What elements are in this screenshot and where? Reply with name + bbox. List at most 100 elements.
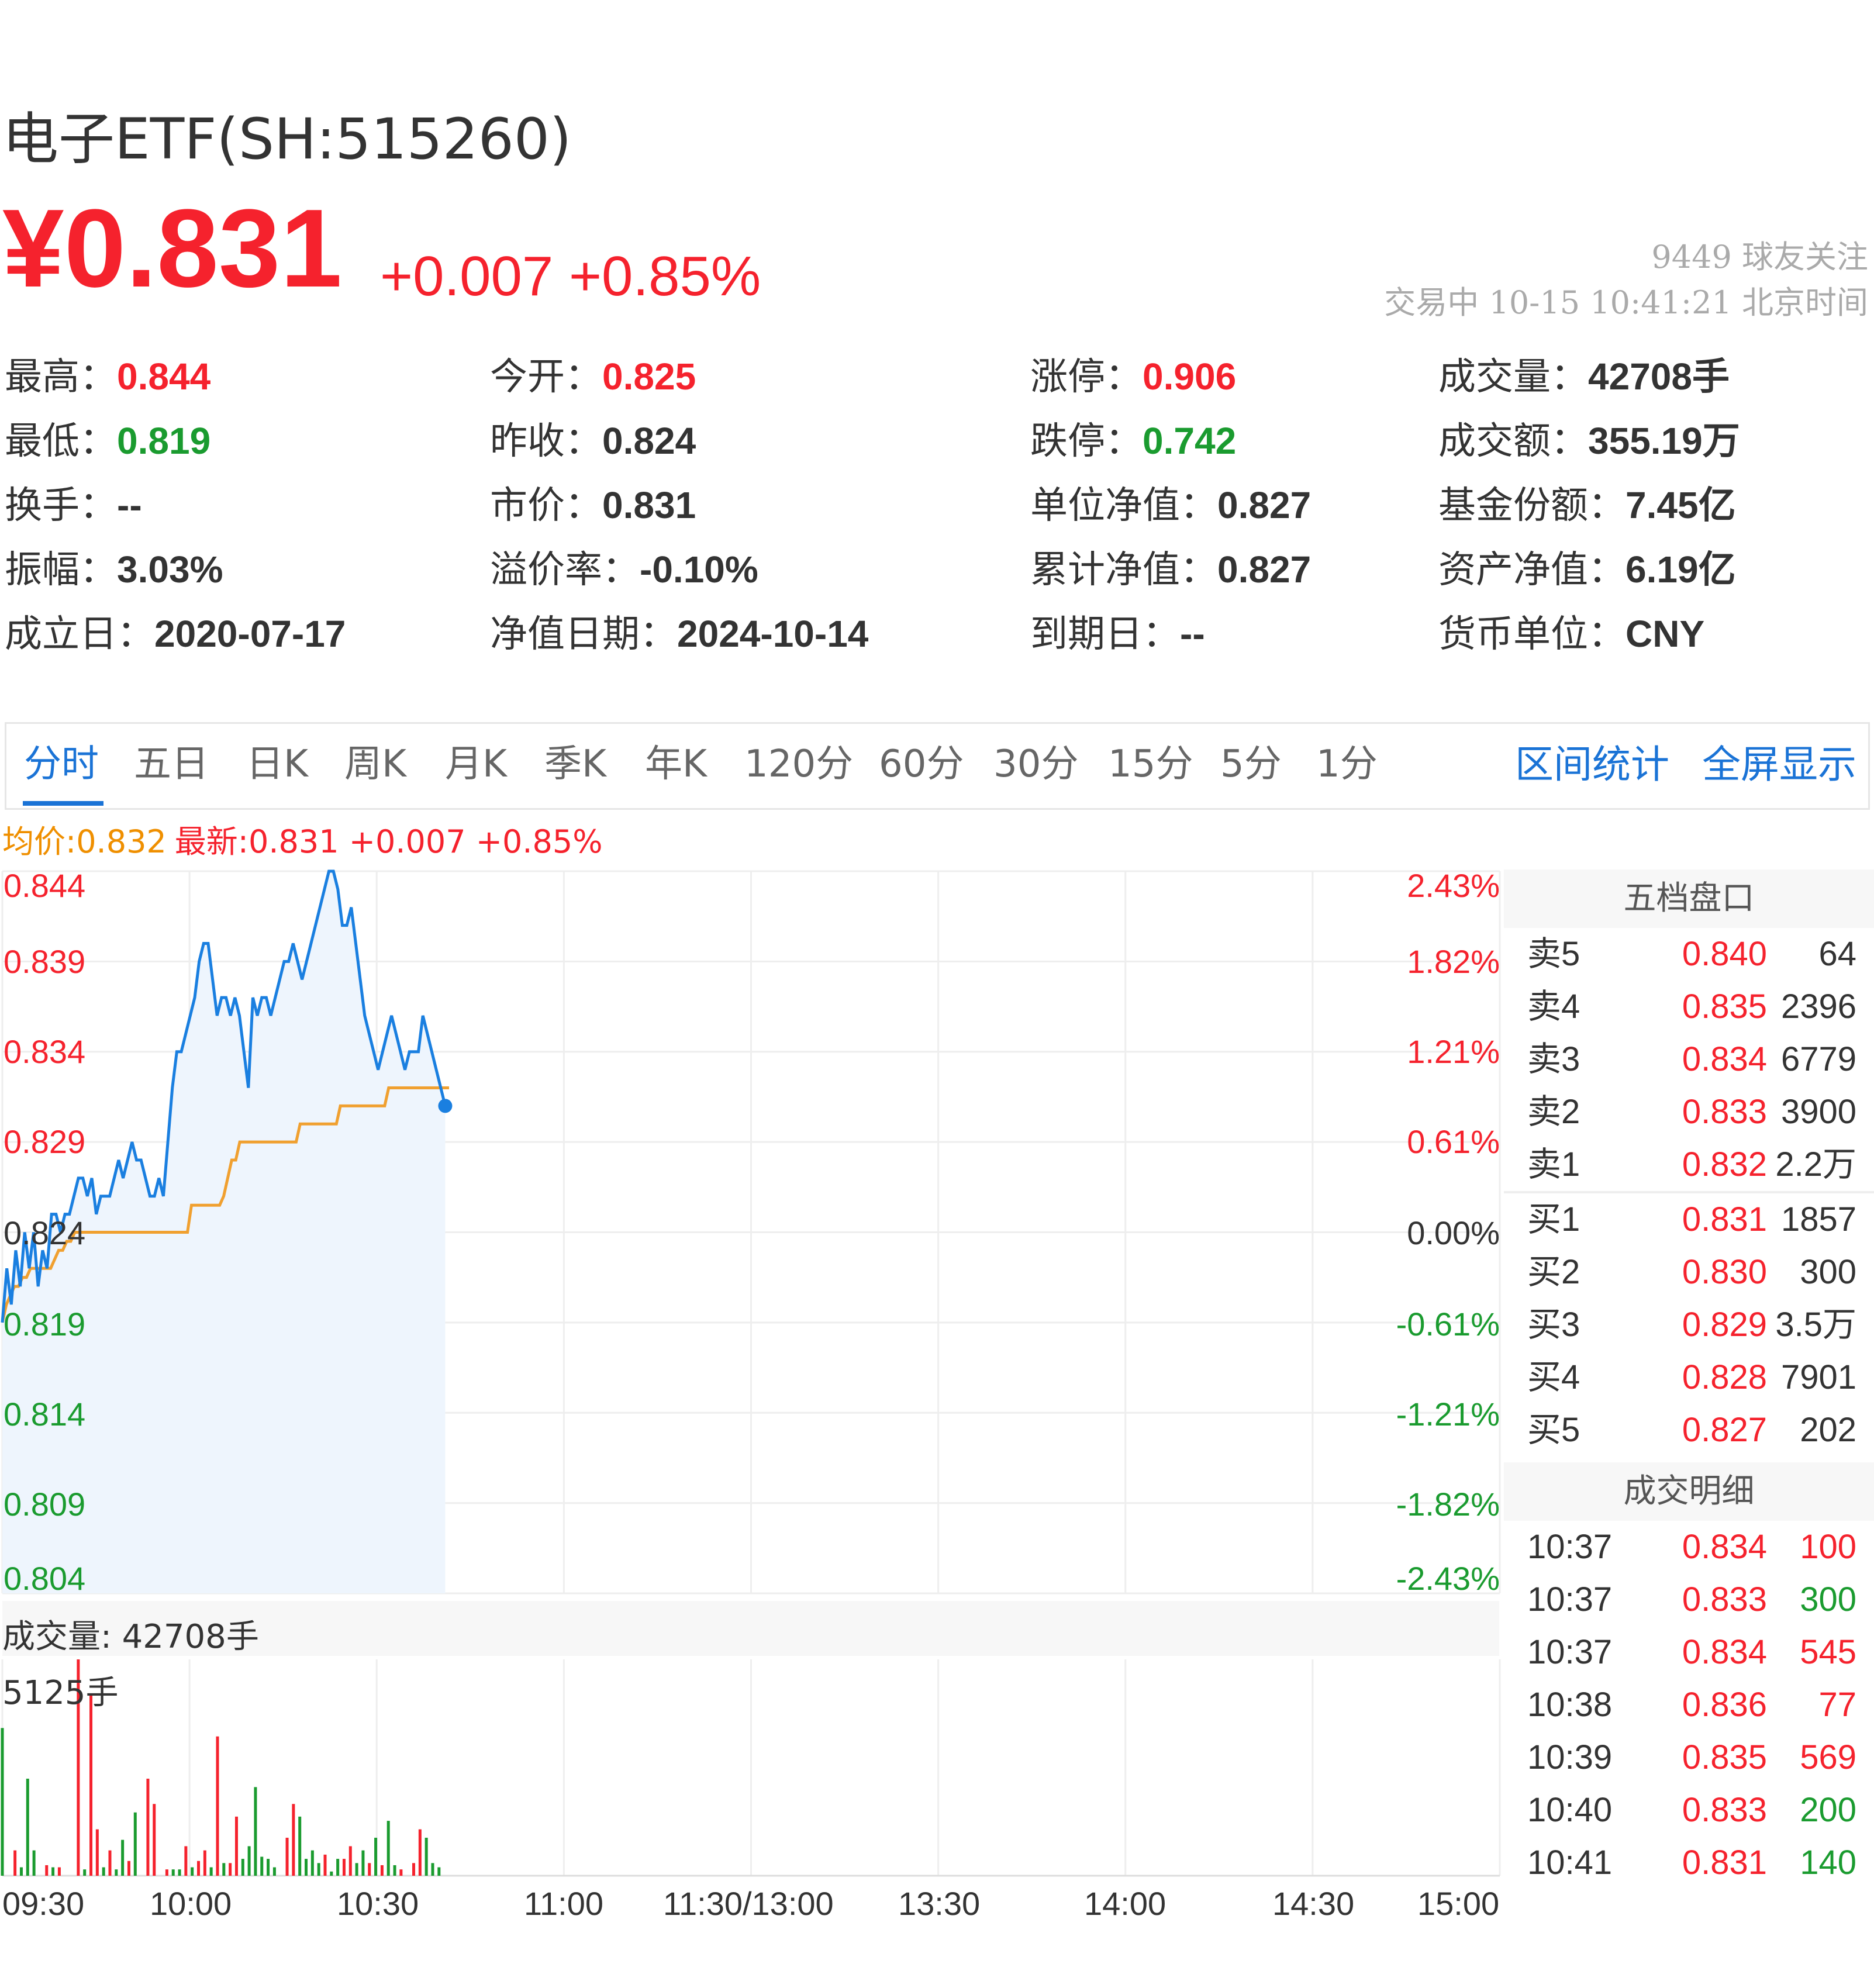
tab-0[interactable]: 分时 bbox=[24, 743, 99, 786]
stat-value: CNY bbox=[1625, 613, 1705, 655]
tab-10[interactable]: 15分 bbox=[1108, 743, 1193, 786]
time-axis-label: 14:00 bbox=[1084, 1885, 1166, 1922]
stat-item: 振幅：3.03% bbox=[5, 551, 223, 589]
time-axis-label: 09:30 bbox=[2, 1885, 85, 1922]
tab-11[interactable]: 5分 bbox=[1220, 743, 1282, 786]
row-label: 买4 bbox=[1527, 1358, 1580, 1396]
row-price: 0.830 bbox=[1682, 1253, 1767, 1291]
row-label: 买2 bbox=[1527, 1253, 1580, 1291]
volume-total-label: 成交量: 42708手 bbox=[2, 1618, 259, 1656]
price-change: +0.007 +0.85% bbox=[380, 245, 761, 308]
trading-status: 交易中 10-15 10:41:21 北京时间 bbox=[1384, 284, 1868, 321]
pct-axis-label: -1.82% bbox=[1396, 1486, 1500, 1523]
stat-item: 单位净值：0.827 bbox=[1030, 486, 1311, 524]
row-label: 买1 bbox=[1527, 1200, 1580, 1238]
row-qty: 200 bbox=[1800, 1791, 1856, 1829]
range-stats-link[interactable]: 区间统计 bbox=[1515, 742, 1669, 787]
ask-list: 卖5 0.840 64 卖4 0.835 2396 卖3 0.834 6779 卖2 0.833 39… bbox=[1504, 928, 1874, 1191]
row-qty: 3900 bbox=[1780, 1093, 1856, 1131]
stat-item: 溢价率：-0.10% bbox=[490, 551, 758, 589]
tab-5[interactable]: 季K bbox=[544, 743, 606, 786]
stat-item: 成交量：42708手 bbox=[1438, 358, 1730, 396]
row-price: 0.835 bbox=[1682, 1738, 1767, 1776]
row-qty: 202 bbox=[1800, 1411, 1856, 1449]
stat-value: 0.825 bbox=[602, 356, 696, 398]
pct-axis-label: -0.61% bbox=[1396, 1306, 1500, 1342]
stat-label: 市价： bbox=[490, 484, 602, 527]
ask-row: 卖4 0.835 2396 bbox=[1504, 981, 1874, 1033]
tab-8[interactable]: 60分 bbox=[879, 743, 964, 786]
current-price: ¥0.831 bbox=[2, 187, 343, 310]
row-label: 10:37 bbox=[1527, 1633, 1613, 1671]
avg-price-legend: 均价:0.832 bbox=[2, 823, 167, 860]
trade-row: 10:40 0.833 200 bbox=[1504, 1784, 1874, 1837]
row-price: 0.834 bbox=[1682, 1528, 1767, 1566]
row-qty: 3.5万 bbox=[1775, 1306, 1856, 1344]
trade-row: 10:37 0.834 545 bbox=[1504, 1626, 1874, 1679]
bid-row: 买1 0.831 1857 bbox=[1504, 1193, 1874, 1246]
stat-label: 最高： bbox=[5, 356, 117, 399]
stat-value: -- bbox=[117, 484, 142, 526]
stat-label: 基金份额： bbox=[1438, 484, 1625, 527]
order-book-title: 五档盘口 bbox=[1504, 869, 1874, 928]
price-axis-label: 0.829 bbox=[4, 1123, 86, 1160]
stat-value: 3.03% bbox=[117, 548, 223, 591]
row-qty: 2.2万 bbox=[1775, 1145, 1856, 1183]
stat-value: 0.742 bbox=[1143, 420, 1237, 462]
stat-item: 最高：0.844 bbox=[5, 358, 210, 396]
row-qty: 2396 bbox=[1780, 988, 1856, 1026]
stat-item: 今开：0.825 bbox=[490, 358, 696, 396]
price-line bbox=[1, 869, 447, 1323]
row-price: 0.831 bbox=[1682, 1200, 1767, 1238]
stat-item: 货币单位：CNY bbox=[1438, 615, 1704, 653]
tab-1[interactable]: 五日 bbox=[134, 743, 209, 786]
row-label: 10:38 bbox=[1527, 1686, 1613, 1724]
tab-12[interactable]: 1分 bbox=[1316, 743, 1378, 786]
row-price: 0.836 bbox=[1682, 1686, 1767, 1724]
stat-label: 换手： bbox=[5, 484, 117, 527]
price-axis-label: 0.819 bbox=[4, 1306, 86, 1342]
stat-label: 成交额： bbox=[1438, 420, 1588, 463]
follower-count[interactable]: 9449 球友关注 bbox=[1651, 239, 1868, 275]
tab-3[interactable]: 周K bbox=[344, 743, 406, 786]
stat-value: 42708手 bbox=[1588, 356, 1730, 398]
fullscreen-link[interactable]: 全屏显示 bbox=[1702, 742, 1856, 787]
stat-value: 7.45亿 bbox=[1625, 484, 1736, 526]
trade-row: 10:38 0.836 77 bbox=[1504, 1679, 1874, 1731]
stat-value: -- bbox=[1180, 613, 1205, 655]
ask-row: 卖5 0.840 64 bbox=[1504, 928, 1874, 981]
row-label: 卖4 bbox=[1527, 988, 1580, 1026]
stat-label: 货币单位： bbox=[1438, 613, 1625, 656]
price-axis-label: 0.824 bbox=[4, 1214, 86, 1251]
time-axis-label: 14:30 bbox=[1272, 1885, 1355, 1922]
stat-value: 2024-10-14 bbox=[677, 613, 869, 655]
price-axis-label: 0.814 bbox=[4, 1396, 86, 1433]
latest-price-dot bbox=[438, 1099, 453, 1113]
pct-axis-label: 0.61% bbox=[1407, 1123, 1500, 1160]
stat-item: 累计净值：0.827 bbox=[1030, 551, 1311, 589]
row-price: 0.833 bbox=[1682, 1791, 1767, 1829]
ask-row: 卖2 0.833 3900 bbox=[1504, 1086, 1874, 1138]
tab-6[interactable]: 年K bbox=[645, 743, 707, 786]
latest-price-legend: 最新:0.831 +0.007 +0.85% bbox=[174, 823, 603, 860]
row-qty: 77 bbox=[1818, 1686, 1856, 1724]
row-price: 0.829 bbox=[1682, 1306, 1767, 1344]
stat-label: 单位净值： bbox=[1030, 484, 1217, 527]
pct-axis-label: 0.00% bbox=[1407, 1214, 1500, 1251]
time-axis-label: 11:00 bbox=[524, 1885, 603, 1922]
tab-2[interactable]: 日K bbox=[246, 743, 308, 786]
stat-label: 净值日期： bbox=[490, 613, 677, 656]
tab-9[interactable]: 30分 bbox=[993, 743, 1079, 786]
chart-legend: 均价:0.832 最新:0.831 +0.007 +0.85% bbox=[2, 816, 611, 862]
stat-label: 最低： bbox=[5, 420, 117, 463]
row-qty: 140 bbox=[1800, 1844, 1856, 1882]
stat-item: 资产净值：6.19亿 bbox=[1438, 551, 1736, 589]
volume-header: 成交量: 42708手 bbox=[2, 1601, 1499, 1656]
tab-7[interactable]: 120分 bbox=[744, 743, 854, 786]
time-axis-label: 13:30 bbox=[898, 1885, 981, 1922]
tab-4[interactable]: 月K bbox=[445, 743, 507, 786]
stat-label: 跌停： bbox=[1030, 420, 1143, 463]
row-label: 10:39 bbox=[1527, 1738, 1613, 1776]
row-label: 10:37 bbox=[1527, 1580, 1613, 1618]
